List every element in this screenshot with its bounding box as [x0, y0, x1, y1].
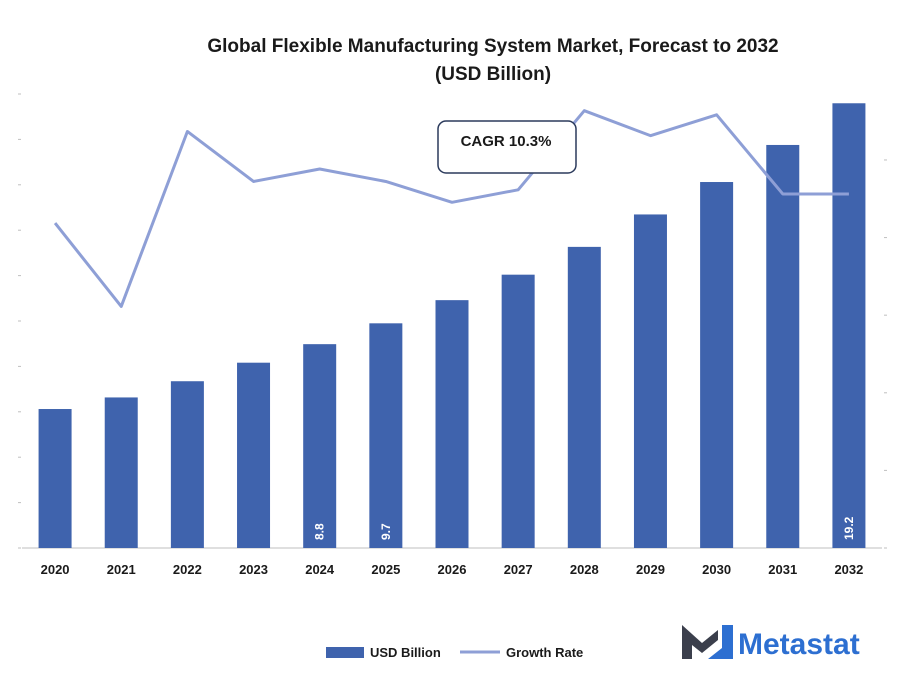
- x-tick-label: 2029: [636, 562, 665, 577]
- data-label-2024: 8.8: [313, 523, 327, 540]
- legend-label-growth-rate: Growth Rate: [506, 645, 583, 660]
- bar-2020: [38, 409, 72, 548]
- bar-2028: [567, 246, 601, 548]
- bar-2032: [832, 103, 866, 548]
- bar-2025: [369, 323, 403, 548]
- logo-m-blue-shape: [708, 625, 733, 659]
- legend-label-usd-billion: USD Billion: [370, 645, 441, 660]
- bar-2026: [435, 300, 469, 548]
- x-tick-label: 2023: [239, 562, 268, 577]
- data-label-2025: 9.7: [379, 523, 393, 540]
- x-tick-labels: 2020 2021 2022 2023 2024 2025 2026 2027 2028 2029…: [41, 562, 864, 577]
- cagr-callout: CAGR 10.3%: [437, 120, 577, 174]
- metastat-logo: Metastat: [682, 625, 860, 661]
- bar-2031: [766, 144, 800, 549]
- data-label-2032: 19.2: [842, 516, 856, 540]
- x-tick-label: 2028: [570, 562, 599, 577]
- bar-2030: [700, 182, 734, 549]
- bar-2029: [633, 214, 667, 548]
- x-tick-label: 2024: [305, 562, 335, 577]
- legend-swatch-usd-billion: [326, 647, 364, 658]
- cagr-callout-box: [437, 120, 577, 174]
- data-labels: 8.8 9.7 19.2: [313, 516, 856, 540]
- left-axis: [18, 93, 21, 549]
- bar-2023: [237, 362, 271, 548]
- x-tick-label: 2026: [438, 562, 467, 577]
- x-tick-label: 2031: [768, 562, 797, 577]
- x-tick-label: 2025: [371, 562, 400, 577]
- growth-rate-line: [53, 109, 849, 308]
- metastat-logo-text: Metastat: [738, 628, 860, 661]
- bar-2027: [501, 274, 535, 548]
- x-tick-label: 2022: [173, 562, 202, 577]
- bar-series: [38, 103, 866, 549]
- x-tick-label: 2021: [107, 562, 136, 577]
- metastat-m-logo-icon: [682, 625, 733, 659]
- right-axis: [884, 159, 887, 549]
- bar-2021: [104, 397, 138, 548]
- x-tick-label: 2020: [41, 562, 70, 577]
- bar-2022: [170, 381, 204, 548]
- bar-2024: [303, 344, 337, 548]
- chart-subtitle: (USD Billion): [435, 64, 551, 85]
- x-tick-label: 2027: [504, 562, 533, 577]
- chart-title: Global Flexible Manufacturing System Mar…: [207, 36, 778, 57]
- cagr-callout-text: CAGR 10.3%: [461, 133, 552, 150]
- x-tick-label: 2032: [834, 562, 863, 577]
- logo-m-dark-shape: [682, 625, 718, 659]
- legend: USD Billion Growth Rate: [326, 645, 583, 660]
- x-tick-label: 2030: [702, 562, 731, 577]
